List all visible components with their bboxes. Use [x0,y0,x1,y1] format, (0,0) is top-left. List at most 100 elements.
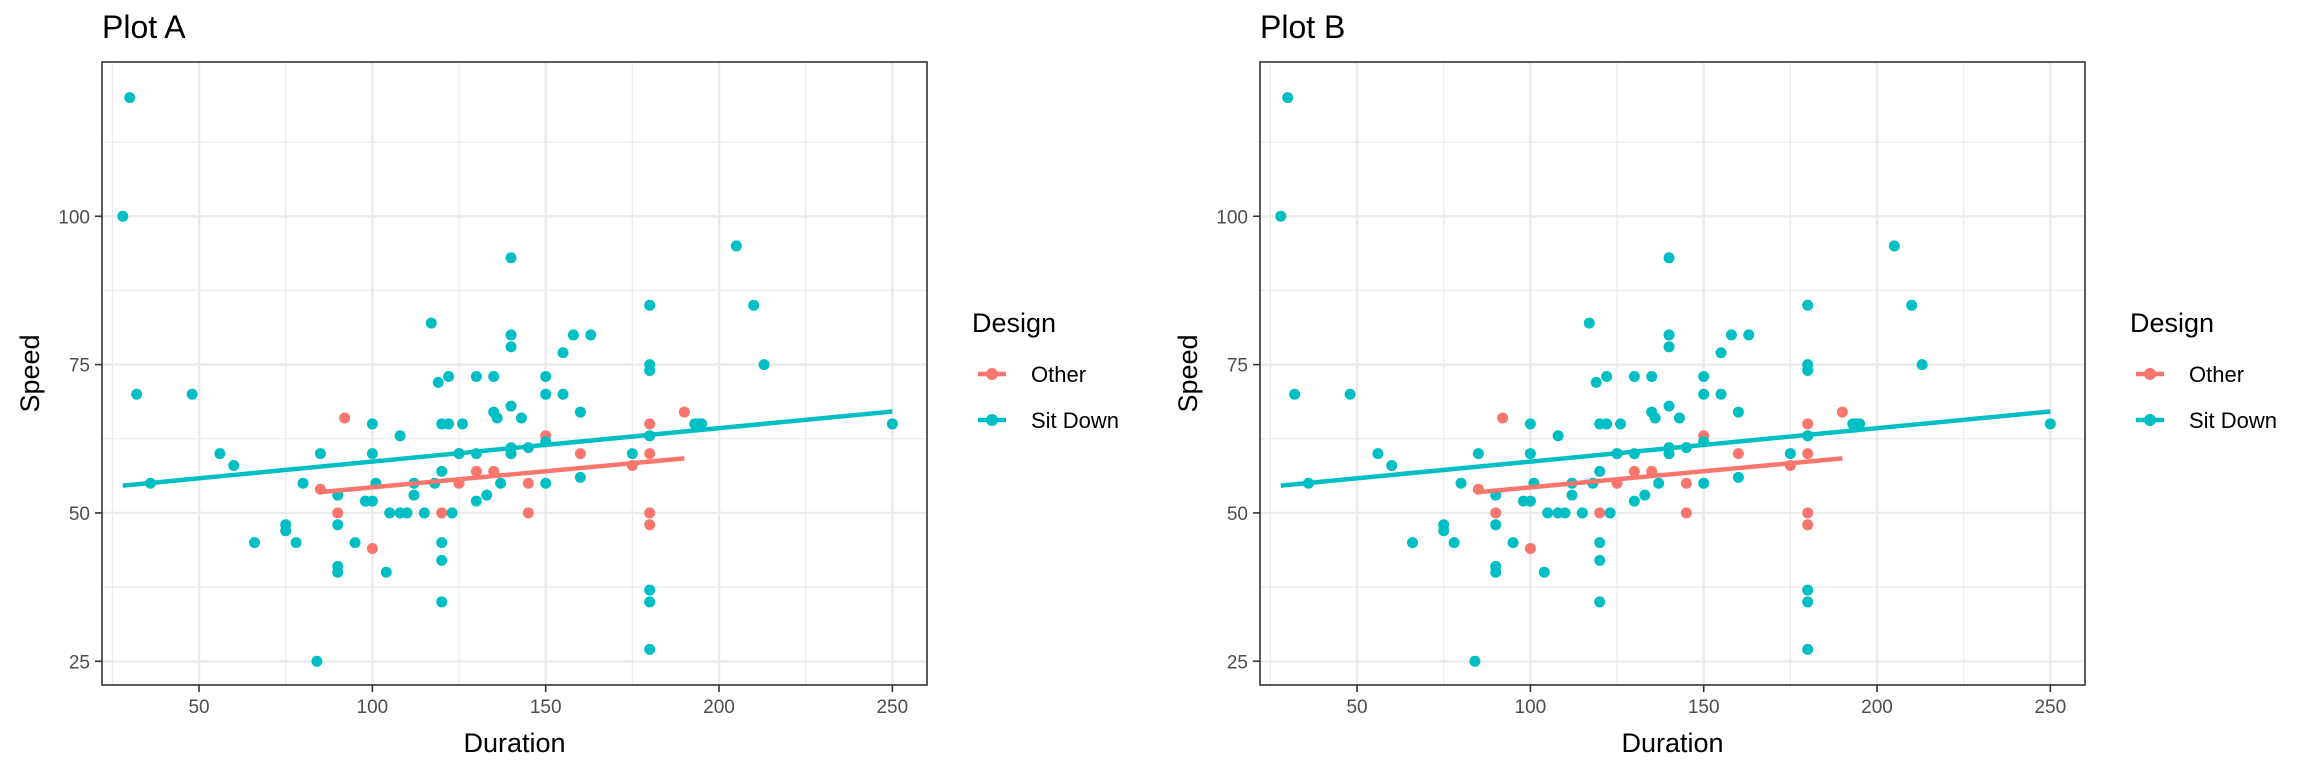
data-point [349,537,361,549]
panel-border [101,61,928,686]
data-point [491,412,503,424]
data-point [1386,459,1398,471]
data-point [1448,537,1460,549]
data-point [1802,365,1814,377]
y-tick-label: 100 [1216,207,1248,228]
legend-title: Design [972,308,1056,338]
data-point [1732,471,1744,483]
series-sit-down [1275,92,2056,667]
y-axis-title: Speed [15,334,45,412]
data-point [297,477,309,489]
data-point [644,299,656,311]
data-point [332,519,344,531]
x-tick-label: 200 [1861,697,1893,718]
data-point [1524,543,1536,555]
data-point [366,543,378,555]
x-axis-title: Duration [463,728,565,758]
data-point [1725,329,1737,341]
series-sit-down [117,92,898,667]
data-point [758,359,770,371]
data-point [1916,359,1928,371]
data-point [1663,329,1675,341]
x-tick-label: 200 [703,697,735,718]
data-point [1594,537,1606,549]
data-point [446,507,458,519]
x-axis-title: Duration [1621,728,1723,758]
data-point [644,519,656,531]
data-point [384,507,396,519]
data-point [1472,448,1484,460]
data-point [1594,554,1606,566]
data-point [443,418,455,430]
legend: Design Other Sit Down [2130,308,2277,433]
data-point [1802,596,1814,608]
data-point [1566,489,1578,501]
data-point [644,365,656,377]
data-point [366,495,378,507]
data-point [1583,317,1595,329]
data-point [1407,537,1419,549]
data-point [436,537,448,549]
data-point [1524,448,1536,460]
data-point [1524,418,1536,430]
data-point [1698,477,1710,489]
data-point [696,418,708,430]
data-point [557,347,569,359]
data-point [730,240,742,252]
data-point [425,317,437,329]
plot-panel-a: 50 100 150 200 250 25 50 75 100 Plot A Duration Spe… [15,9,1119,758]
data-point [1490,507,1502,519]
data-point [1438,519,1450,531]
data-point [1802,584,1814,596]
data-point [644,584,656,596]
y-tick-label: 75 [1227,356,1248,377]
data-point [1594,596,1606,608]
data-point [505,329,517,341]
trend-line-other [1478,456,1843,495]
data-point [515,412,527,424]
data-point [332,560,344,572]
data-point [436,507,448,519]
x-tick-label: 250 [2034,697,2066,718]
data-point [540,370,552,382]
x-tick-label: 250 [876,697,908,718]
legend-key-point [2144,368,2156,380]
legend: Design Other Sit Down [972,308,1119,433]
data-point [574,406,586,418]
data-point [1590,376,1602,388]
data-point [1854,418,1866,430]
data-point [418,507,430,519]
x-tick-label: 100 [357,697,389,718]
data-point [1649,412,1661,424]
data-point [314,448,326,460]
data-point [1372,448,1384,460]
data-point [311,655,323,667]
data-point [1524,495,1536,507]
data-point [1289,388,1301,400]
legend-label: Sit Down [1031,408,1119,433]
x-tick-label: 50 [1346,697,1367,718]
data-point [1663,448,1675,460]
data-point [280,519,292,531]
data-point [1802,299,1814,311]
data-point [626,448,638,460]
legend-key-point [2144,414,2156,426]
plot-title: Plot A [102,9,186,45]
data-point [1469,655,1481,667]
data-point [540,477,552,489]
data-point [1663,252,1675,264]
data-point [1542,507,1554,519]
data-point [1615,418,1627,430]
series-other [1472,406,1848,555]
data-point [214,448,226,460]
data-point [1673,412,1685,424]
data-point [1680,477,1692,489]
data-point [339,412,351,424]
data-point [574,448,586,460]
data-point [436,465,448,477]
data-point [228,459,240,471]
data-point [522,477,534,489]
data-point [567,329,579,341]
